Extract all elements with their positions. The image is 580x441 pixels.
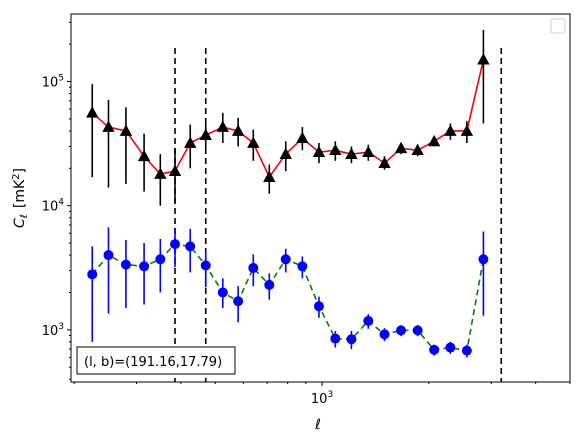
data-point-circle bbox=[139, 261, 150, 272]
data-point-circle bbox=[396, 325, 407, 336]
data-point-circle bbox=[170, 239, 181, 250]
series-1 bbox=[87, 227, 489, 358]
data-point-triangle bbox=[263, 170, 276, 182]
data-point-circle bbox=[87, 269, 98, 280]
annotation-box: (l, b)=(191.16,17.79) bbox=[76, 346, 236, 375]
data-point-triangle bbox=[184, 136, 197, 148]
data-point-triangle bbox=[312, 145, 326, 158]
data-point-triangle bbox=[168, 164, 182, 176]
ticks: 103 103 104 105 bbox=[42, 21, 571, 407]
y-tick-label: 103 bbox=[42, 322, 64, 339]
data-point-triangle bbox=[216, 120, 229, 132]
data-point-circle bbox=[217, 287, 228, 298]
y-tick-label: 105 bbox=[42, 74, 64, 91]
data-point-circle bbox=[155, 254, 166, 265]
series-0 bbox=[86, 30, 490, 206]
data-point-triangle bbox=[296, 131, 309, 144]
data-point-triangle bbox=[231, 124, 245, 136]
y-axis-label-unit-sup: 2 bbox=[11, 173, 22, 179]
data-point-triangle bbox=[154, 167, 167, 179]
y-tick-label: 104 bbox=[42, 198, 65, 215]
data-point-circle bbox=[313, 301, 324, 312]
y-axis-label-subscript: ℓ bbox=[19, 214, 30, 218]
data-point-circle bbox=[346, 334, 357, 345]
data-point-triangle bbox=[378, 156, 391, 169]
data-point-triangle bbox=[247, 136, 260, 148]
data-point-triangle bbox=[460, 124, 474, 136]
data-point-triangle bbox=[345, 147, 358, 160]
data-point-triangle bbox=[137, 149, 151, 162]
data-point-triangle bbox=[394, 141, 408, 154]
y-axis-label-unit: [mK bbox=[12, 179, 28, 208]
data-point-circle bbox=[280, 254, 291, 265]
plot-area bbox=[86, 30, 503, 382]
data-point-circle bbox=[248, 262, 259, 273]
data-point-triangle bbox=[411, 143, 424, 156]
data-point-triangle bbox=[477, 53, 490, 65]
data-point-circle bbox=[379, 329, 390, 340]
data-point-circle bbox=[429, 344, 440, 355]
data-point-circle bbox=[233, 296, 244, 307]
annotation-text: (l, b)=(191.16,17.79) bbox=[84, 355, 222, 370]
data-point-triangle bbox=[362, 145, 375, 158]
data-point-circle bbox=[412, 325, 423, 336]
y-axis-label-unit-close: ] bbox=[12, 168, 28, 173]
data-point-triangle bbox=[427, 134, 441, 147]
data-point-triangle bbox=[102, 120, 115, 132]
data-point-circle bbox=[297, 261, 308, 272]
svg-text:Cℓ[mK2]: Cℓ [mK2] bbox=[11, 168, 30, 228]
annotation-frame bbox=[76, 346, 236, 375]
data-point-circle bbox=[200, 260, 211, 271]
data-point-triangle bbox=[199, 128, 212, 141]
data-point-triangle bbox=[444, 124, 457, 136]
data-point-circle bbox=[330, 333, 341, 344]
data-point-circle bbox=[185, 241, 196, 252]
data-point-triangle bbox=[279, 147, 292, 160]
axes-frame bbox=[70, 13, 571, 383]
x-axis-label: ℓ bbox=[314, 417, 321, 433]
legend-box bbox=[550, 18, 566, 34]
data-point-circle bbox=[478, 254, 489, 265]
data-point-circle bbox=[103, 250, 114, 261]
data-point-circle bbox=[445, 342, 456, 353]
data-point-circle bbox=[264, 279, 275, 290]
data-point-triangle bbox=[329, 143, 342, 156]
data-point-circle bbox=[363, 315, 374, 326]
x-tick-label: 103 bbox=[311, 390, 333, 407]
data-point-circle bbox=[461, 345, 472, 356]
data-point-circle bbox=[120, 259, 131, 270]
y-axis-label-symbol: C bbox=[12, 218, 28, 228]
data-point-triangle bbox=[86, 106, 99, 118]
data-point-triangle bbox=[119, 124, 133, 136]
y-axis-label: Cℓ [mK2] bbox=[11, 168, 30, 228]
